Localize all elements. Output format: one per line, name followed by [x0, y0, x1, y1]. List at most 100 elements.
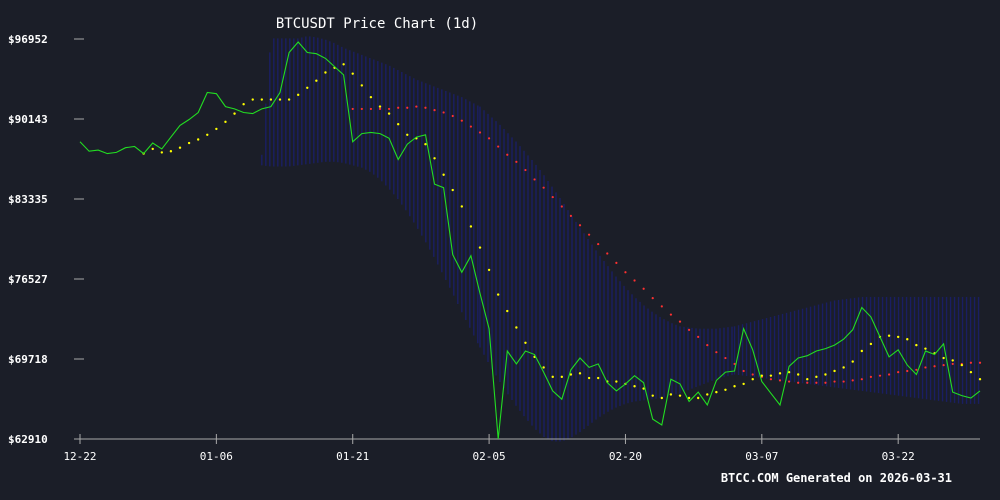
ma-red-point [533, 178, 536, 181]
ma-red-point [924, 366, 927, 369]
ma-yellow-point [615, 380, 618, 383]
range-band [261, 36, 980, 442]
ma-yellow-point [851, 360, 854, 363]
ma-red-point [887, 373, 891, 376]
ma-red-point [624, 271, 627, 274]
x-tick-label: 03-07 [745, 450, 778, 463]
watermark-footer: BTCC.COM Generated on 2026-03-31 [721, 471, 952, 485]
ma-yellow-point [960, 363, 964, 367]
ma-yellow-point [315, 79, 318, 82]
price-line [79, 41, 981, 440]
ma-yellow-point [978, 377, 982, 381]
ma-yellow-point [669, 393, 673, 396]
ma-yellow-point [342, 63, 345, 66]
ma-yellow-point [642, 387, 645, 390]
ma-yellow-point [715, 390, 718, 394]
x-tick-label: 01-06 [200, 450, 233, 463]
ma-yellow-point [796, 373, 800, 376]
ma-red-point [615, 261, 618, 264]
ma-yellow-point [678, 394, 682, 397]
ma-yellow-point [915, 343, 918, 347]
ma-yellow-point [224, 120, 227, 124]
ma-yellow-point [651, 394, 654, 397]
ma-yellow-point [524, 341, 527, 344]
x-tick-label: 01-21 [336, 450, 369, 463]
ma-red-point [587, 233, 591, 236]
ma-yellow-point [815, 375, 818, 379]
y-tick-label: $96952 [8, 33, 48, 46]
ma-yellow-point [506, 309, 509, 313]
ma-yellow-point [160, 151, 164, 154]
ma-red-point [424, 106, 427, 109]
ma-red-point [869, 375, 873, 378]
ma-yellow-point [769, 374, 773, 377]
ma-yellow-point [596, 376, 600, 380]
ma-red-point [724, 356, 727, 360]
ma-yellow-point [842, 366, 845, 369]
ma-yellow-point [424, 142, 427, 146]
ma-yellow-point [742, 382, 745, 386]
ma-red-point [378, 107, 382, 111]
ma-yellow-point [478, 246, 482, 249]
ma-red-point [497, 145, 500, 148]
y-tick-label: $62910 [8, 433, 48, 446]
ma-yellow-point [778, 372, 782, 375]
ma-red-point [442, 111, 445, 114]
ma-red-point [906, 369, 909, 373]
ma-yellow-point [278, 98, 282, 101]
ma-red-point [778, 379, 782, 382]
ma-red-point [351, 107, 354, 111]
ma-red-point [933, 365, 936, 368]
ma-red-point [687, 328, 691, 331]
ma-red-point [897, 371, 900, 374]
ma-red-point [560, 205, 563, 208]
ma-red-point [733, 362, 736, 366]
ma-yellow-point [696, 396, 700, 400]
ma-yellow-point [442, 173, 445, 176]
ma-red-point [542, 186, 545, 189]
y-tick-label: $90143 [8, 113, 48, 126]
ma-red-point [706, 344, 709, 347]
ma-yellow-point [824, 373, 827, 376]
ma-red-point [651, 297, 654, 300]
ma-red-point [797, 381, 800, 384]
ma-red-point [387, 107, 391, 111]
ma-yellow-point [806, 377, 809, 381]
ma-yellow-point [787, 370, 791, 374]
ma-yellow-point [387, 112, 391, 115]
ma-yellow-point [924, 347, 927, 350]
ma-red-point [969, 361, 973, 364]
y-axis-ticks: $62910 $69718 $76527 $83335 $90143 $96952 [8, 33, 84, 446]
ma-yellow-point [633, 385, 636, 388]
y-tick-label: $76527 [8, 273, 48, 286]
ma-red-point [406, 106, 409, 109]
ma-yellow-point [760, 374, 764, 377]
ma-red-point [506, 153, 509, 156]
ma-yellow-point [187, 141, 191, 145]
ma-red-point [824, 381, 827, 384]
ma-red-point [642, 287, 645, 290]
ma-red-point [951, 362, 954, 366]
ma-yellow-point [496, 293, 500, 296]
ma-red-point [515, 160, 518, 163]
ma-yellow-point [469, 225, 473, 228]
ma-yellow-point [860, 349, 864, 353]
ma-yellow-point [296, 93, 300, 97]
ma-red-point [860, 378, 863, 381]
x-tick-label: 02-05 [473, 450, 506, 463]
series [79, 41, 982, 440]
ma-red-point [415, 105, 418, 108]
ma-yellow-point [733, 385, 736, 388]
ma-yellow-point [587, 376, 591, 380]
ma-red-point [751, 373, 754, 376]
ma-red-point [578, 224, 582, 227]
ma-yellow-point [151, 147, 154, 151]
ma-red-point [469, 125, 473, 128]
ma-red-point [742, 369, 745, 373]
ma-yellow-point [887, 334, 891, 337]
ma-red-point [815, 381, 818, 384]
ma-yellow-point [951, 359, 954, 362]
ma-yellow-point [260, 98, 264, 101]
ma-yellow-point [396, 123, 400, 126]
ma-yellow-point [560, 375, 564, 379]
